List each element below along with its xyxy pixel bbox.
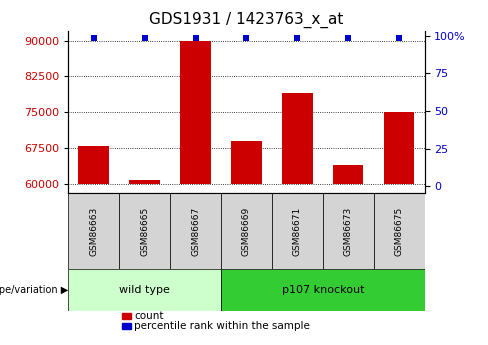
Text: GSM86671: GSM86671 — [293, 207, 302, 256]
Text: percentile rank within the sample: percentile rank within the sample — [134, 321, 310, 331]
Bar — [79, 146, 109, 184]
Bar — [122, 313, 131, 319]
Bar — [323, 193, 374, 269]
Text: wild type: wild type — [119, 285, 170, 295]
Text: GSM86669: GSM86669 — [242, 207, 251, 256]
Text: GSM86675: GSM86675 — [395, 207, 404, 256]
Bar — [170, 193, 221, 269]
Bar — [221, 269, 425, 310]
Bar — [68, 193, 119, 269]
Title: GDS1931 / 1423763_x_at: GDS1931 / 1423763_x_at — [149, 12, 344, 28]
Bar — [68, 269, 221, 310]
Bar — [129, 180, 160, 184]
Bar — [272, 193, 323, 269]
Bar — [374, 193, 425, 269]
Bar — [122, 323, 131, 328]
Bar — [221, 193, 272, 269]
Bar — [180, 41, 211, 184]
Text: count: count — [134, 311, 164, 321]
Bar — [282, 93, 313, 184]
Bar — [384, 112, 414, 184]
Bar — [231, 141, 262, 184]
Text: GSM86673: GSM86673 — [344, 207, 353, 256]
Bar — [333, 165, 364, 184]
Bar — [119, 193, 170, 269]
Text: GSM86665: GSM86665 — [140, 207, 149, 256]
Text: GSM86667: GSM86667 — [191, 207, 200, 256]
Text: GSM86663: GSM86663 — [89, 207, 98, 256]
Text: genotype/variation ▶: genotype/variation ▶ — [0, 285, 68, 295]
Text: p107 knockout: p107 knockout — [282, 285, 364, 295]
